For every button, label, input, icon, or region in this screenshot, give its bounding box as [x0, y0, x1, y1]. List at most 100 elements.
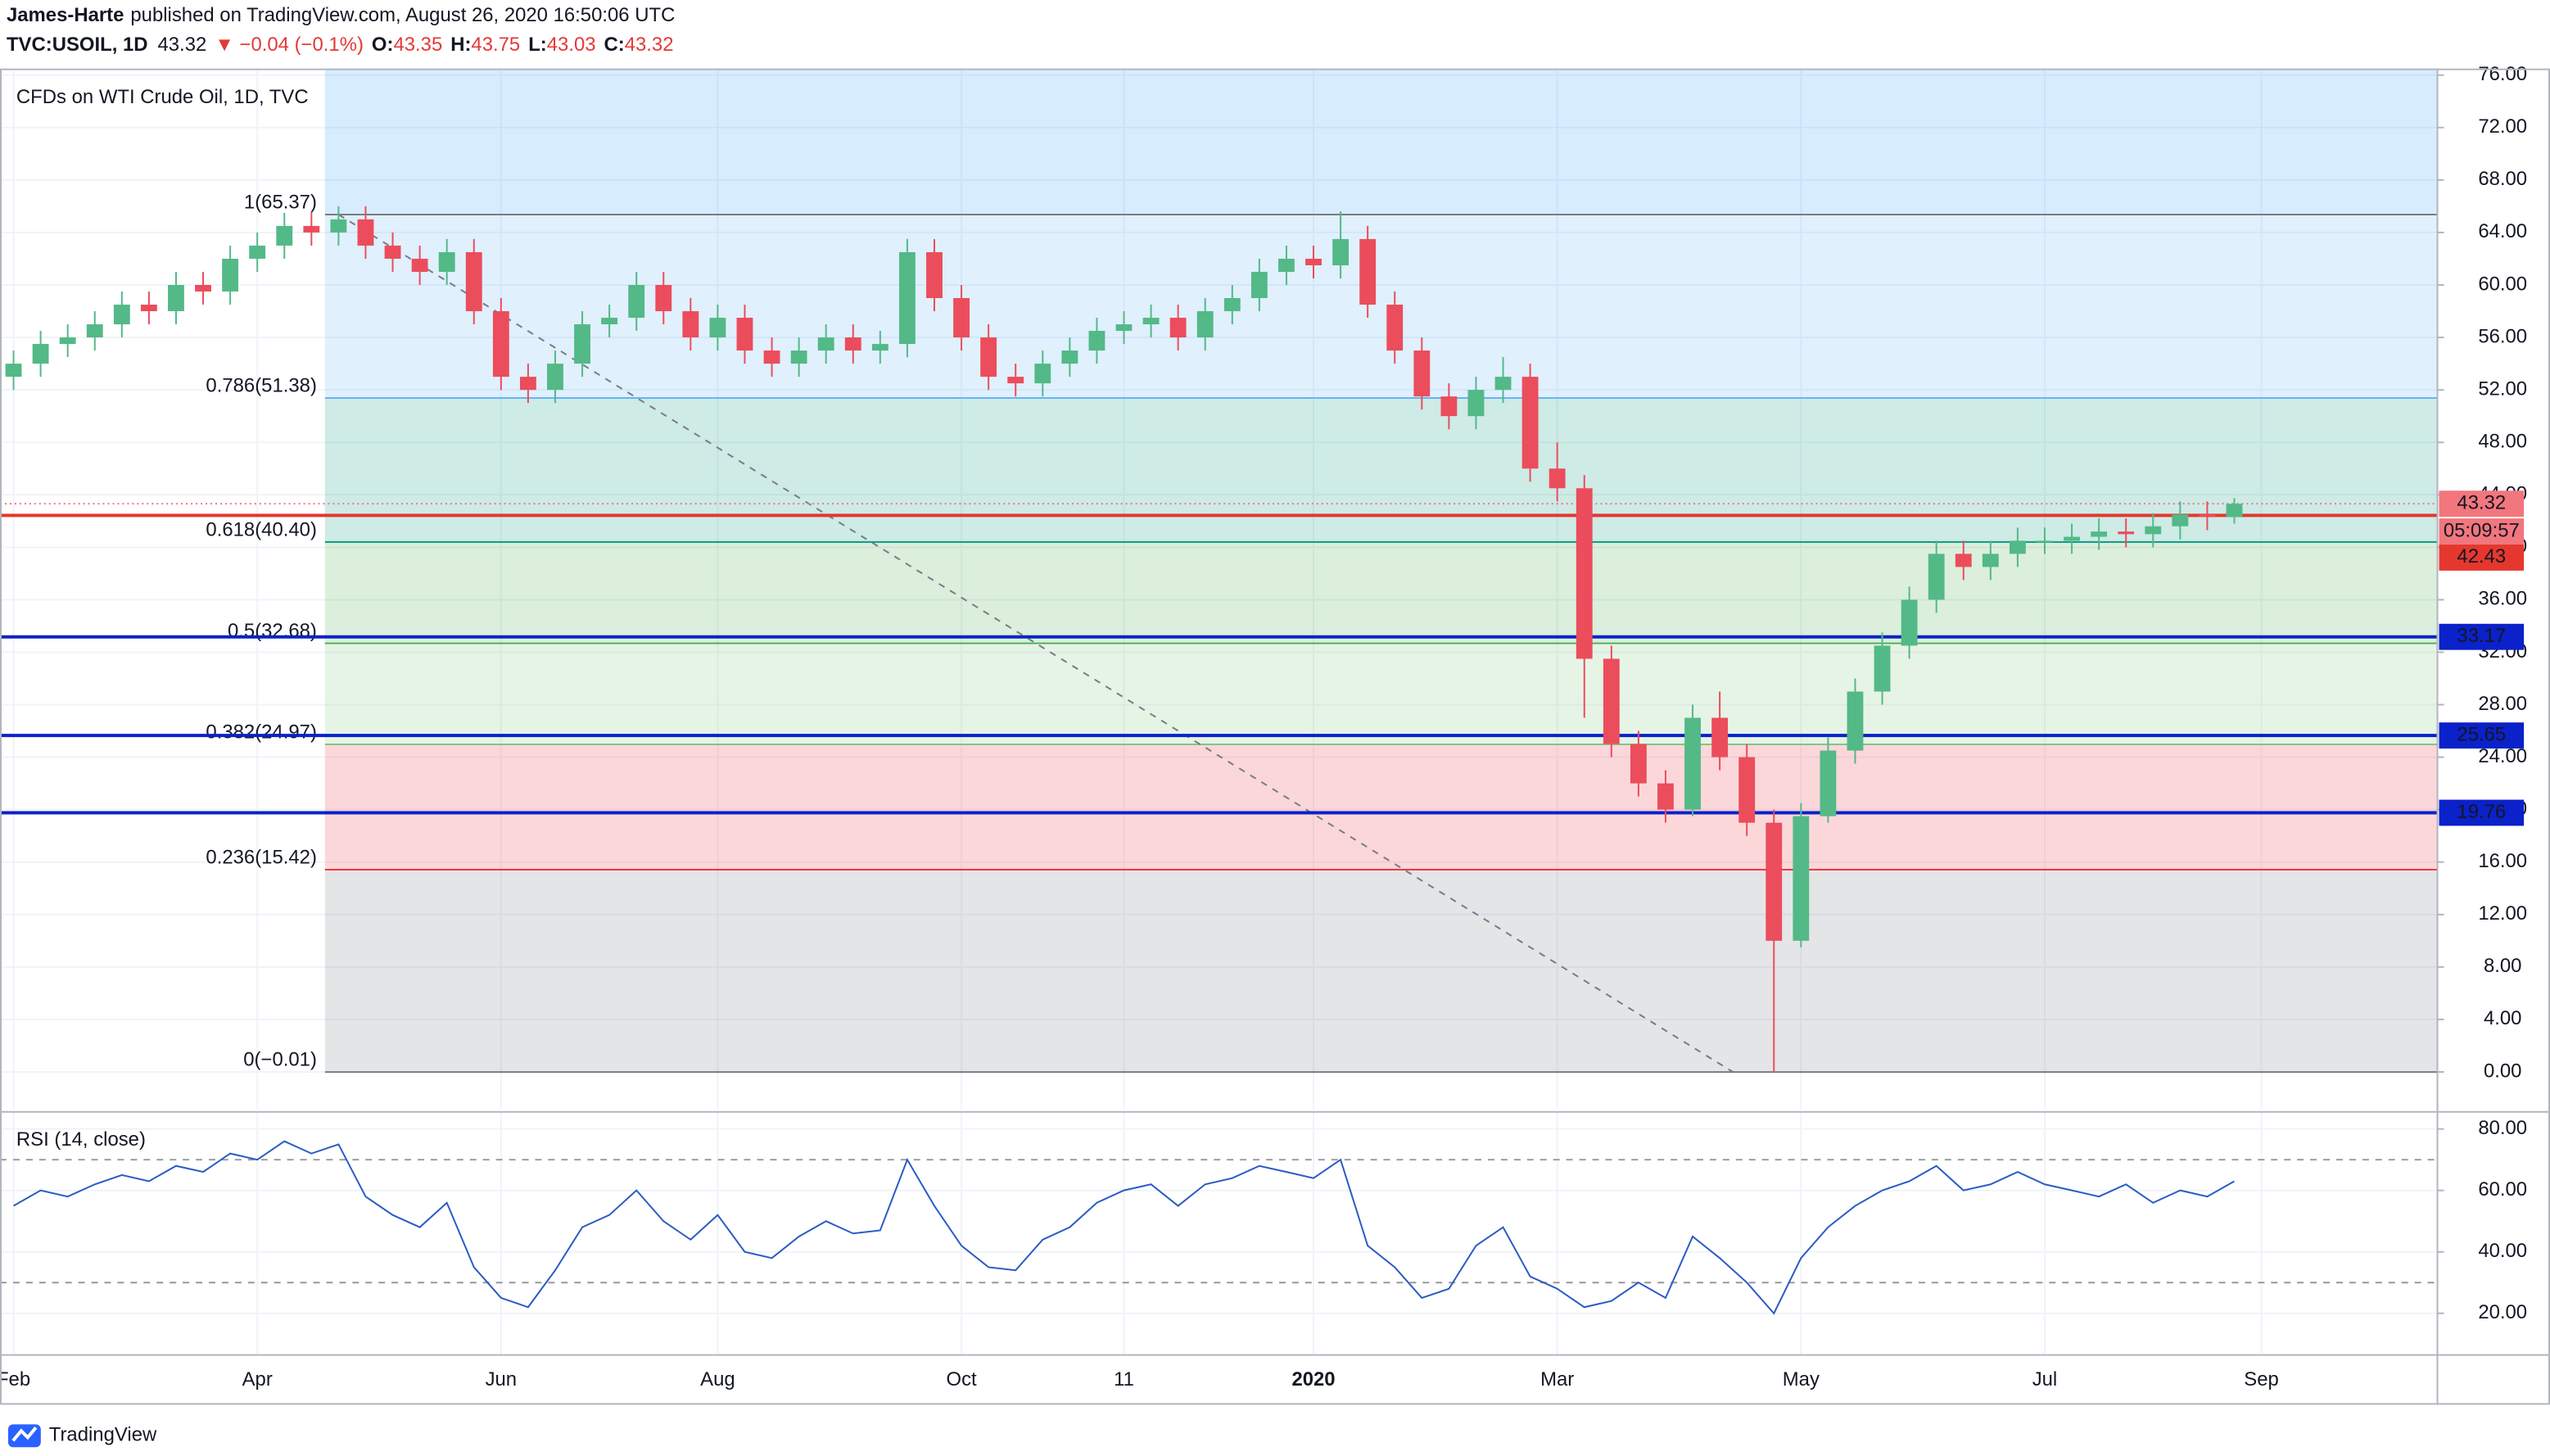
candle-body	[980, 337, 997, 378]
ohlc-label: O:	[372, 34, 394, 56]
y-tick-label: 24.00	[2478, 745, 2527, 767]
candle-body	[790, 350, 807, 364]
candle-body	[871, 344, 888, 351]
x-tick-label: Jul	[2032, 1368, 2058, 1390]
ohlc-label: C:	[604, 34, 625, 56]
y-tick-label: 4.00	[2484, 1007, 2522, 1029]
ohlc-value: 43.03	[547, 34, 596, 56]
countdown-badge-text: 05:09:57	[2444, 519, 2520, 541]
ohlc-label: L:	[528, 34, 547, 56]
candle-body	[1766, 822, 1783, 941]
y-tick-label: 52.00	[2478, 378, 2527, 400]
candle-body	[1793, 816, 1810, 941]
price-line-badge-bg	[2439, 722, 2525, 749]
candle-body	[1711, 717, 1729, 757]
candle-body	[1007, 377, 1024, 384]
symbol-line: TVC:USOIL, 1D 43.32 ▼ −0.04 (−0.1%) O:43.35…	[7, 34, 674, 56]
candle-body	[1955, 554, 1972, 567]
candle-body	[438, 251, 455, 272]
candle-body	[168, 284, 184, 312]
candle-body	[1521, 377, 1539, 469]
candle-body	[276, 225, 293, 246]
candle-body	[1305, 258, 1322, 265]
price-line-badge-text: 33.17	[2457, 625, 2506, 647]
x-tick-label: Apr	[242, 1368, 273, 1390]
fib-label: 1(65.37)	[244, 191, 317, 213]
candle-body	[2172, 514, 2189, 527]
price-line-badge: 25.65	[2439, 722, 2525, 749]
fib-zone	[324, 398, 2438, 542]
candle-body	[1278, 258, 1295, 272]
rsi-line	[13, 1140, 2235, 1315]
candle-body	[1223, 297, 1241, 312]
candle-body	[1115, 324, 1133, 332]
publish-line: James-Harte published on TradingView.com,…	[7, 4, 675, 26]
candle-body	[1196, 311, 1214, 338]
y-tick-label: 0.00	[2484, 1060, 2522, 1082]
candle-body	[709, 318, 726, 338]
x-tick-label: 2020	[1291, 1368, 1335, 1390]
y-tick-label: 12.00	[2478, 902, 2527, 925]
candle-body	[1494, 377, 1512, 391]
ohlc-label: H:	[450, 34, 471, 56]
plot: Feb Apr Jun Aug Oct 11 2020 Mar May Jul Sep 0.00 4.0…	[0, 63, 2527, 1390]
logo-mark	[11, 1427, 38, 1442]
candle-body	[2118, 531, 2135, 535]
x-tick-label: Oct	[946, 1368, 977, 1390]
x-tick-label: Feb	[0, 1368, 30, 1390]
y-tick-label: 48.00	[2478, 430, 2527, 452]
candle-body	[1386, 305, 1404, 351]
candle-body	[519, 377, 536, 391]
fib-zone	[324, 744, 2438, 870]
candle-body	[140, 305, 157, 312]
candle-body	[953, 297, 970, 338]
y-tick-label: 28.00	[2478, 693, 2527, 715]
author: James-Harte	[7, 4, 124, 26]
countdown-badge-bg	[2439, 518, 2525, 545]
candle-body	[330, 219, 347, 233]
fib-label: 0.382(24.97)	[206, 721, 316, 743]
candle-body	[1034, 364, 1051, 384]
fib-zone	[324, 541, 2438, 644]
candle-body	[736, 318, 753, 351]
candle-body	[1413, 350, 1431, 397]
fib-label: 0(−0.01)	[243, 1049, 317, 1071]
fib-label: 0.786(51.38)	[206, 374, 316, 396]
price-line-badge: 42.43	[2439, 544, 2525, 571]
y-tick-label: 8.00	[2484, 955, 2522, 977]
price-line-badge-text: 19.76	[2457, 801, 2506, 823]
candle-body	[1684, 717, 1701, 810]
y-tick-label: 76.00	[2478, 63, 2527, 85]
candle-body	[465, 251, 482, 312]
candle-body	[5, 364, 22, 378]
candle-body	[1847, 691, 1864, 751]
candle-body	[1928, 554, 1945, 600]
last-price-badge: 43.32	[2439, 491, 2525, 518]
symbol: TVC:USOIL, 1D	[7, 34, 148, 56]
candle-body	[1657, 783, 1674, 810]
price-line-badge-text: 25.65	[2457, 723, 2506, 745]
candle-body	[844, 337, 861, 351]
price-line-badge-bg	[2439, 799, 2525, 826]
price-line-badge-bg	[2439, 623, 2525, 650]
candle-body	[1061, 350, 1078, 364]
candle-body	[1088, 331, 1105, 351]
y-tick-label: 60.00	[2478, 273, 2527, 295]
candle-body	[547, 364, 563, 391]
price-line-badge: 19.76	[2439, 799, 2525, 826]
candle-body	[655, 284, 672, 312]
y-tick-label: 36.00	[2478, 588, 2527, 610]
ohlc-value: 43.32	[625, 34, 674, 56]
candle-body	[2226, 504, 2243, 518]
price-line-badge-text: 42.43	[2457, 545, 2506, 567]
fib-zone	[324, 870, 2438, 1073]
candle-body	[2009, 540, 2026, 554]
candle-body	[1250, 271, 1268, 298]
candle-body	[32, 344, 49, 364]
candle-body	[1576, 488, 1593, 659]
fib-zone	[324, 68, 2438, 215]
candle-body	[1901, 599, 1918, 646]
last: 43.32	[157, 34, 206, 56]
